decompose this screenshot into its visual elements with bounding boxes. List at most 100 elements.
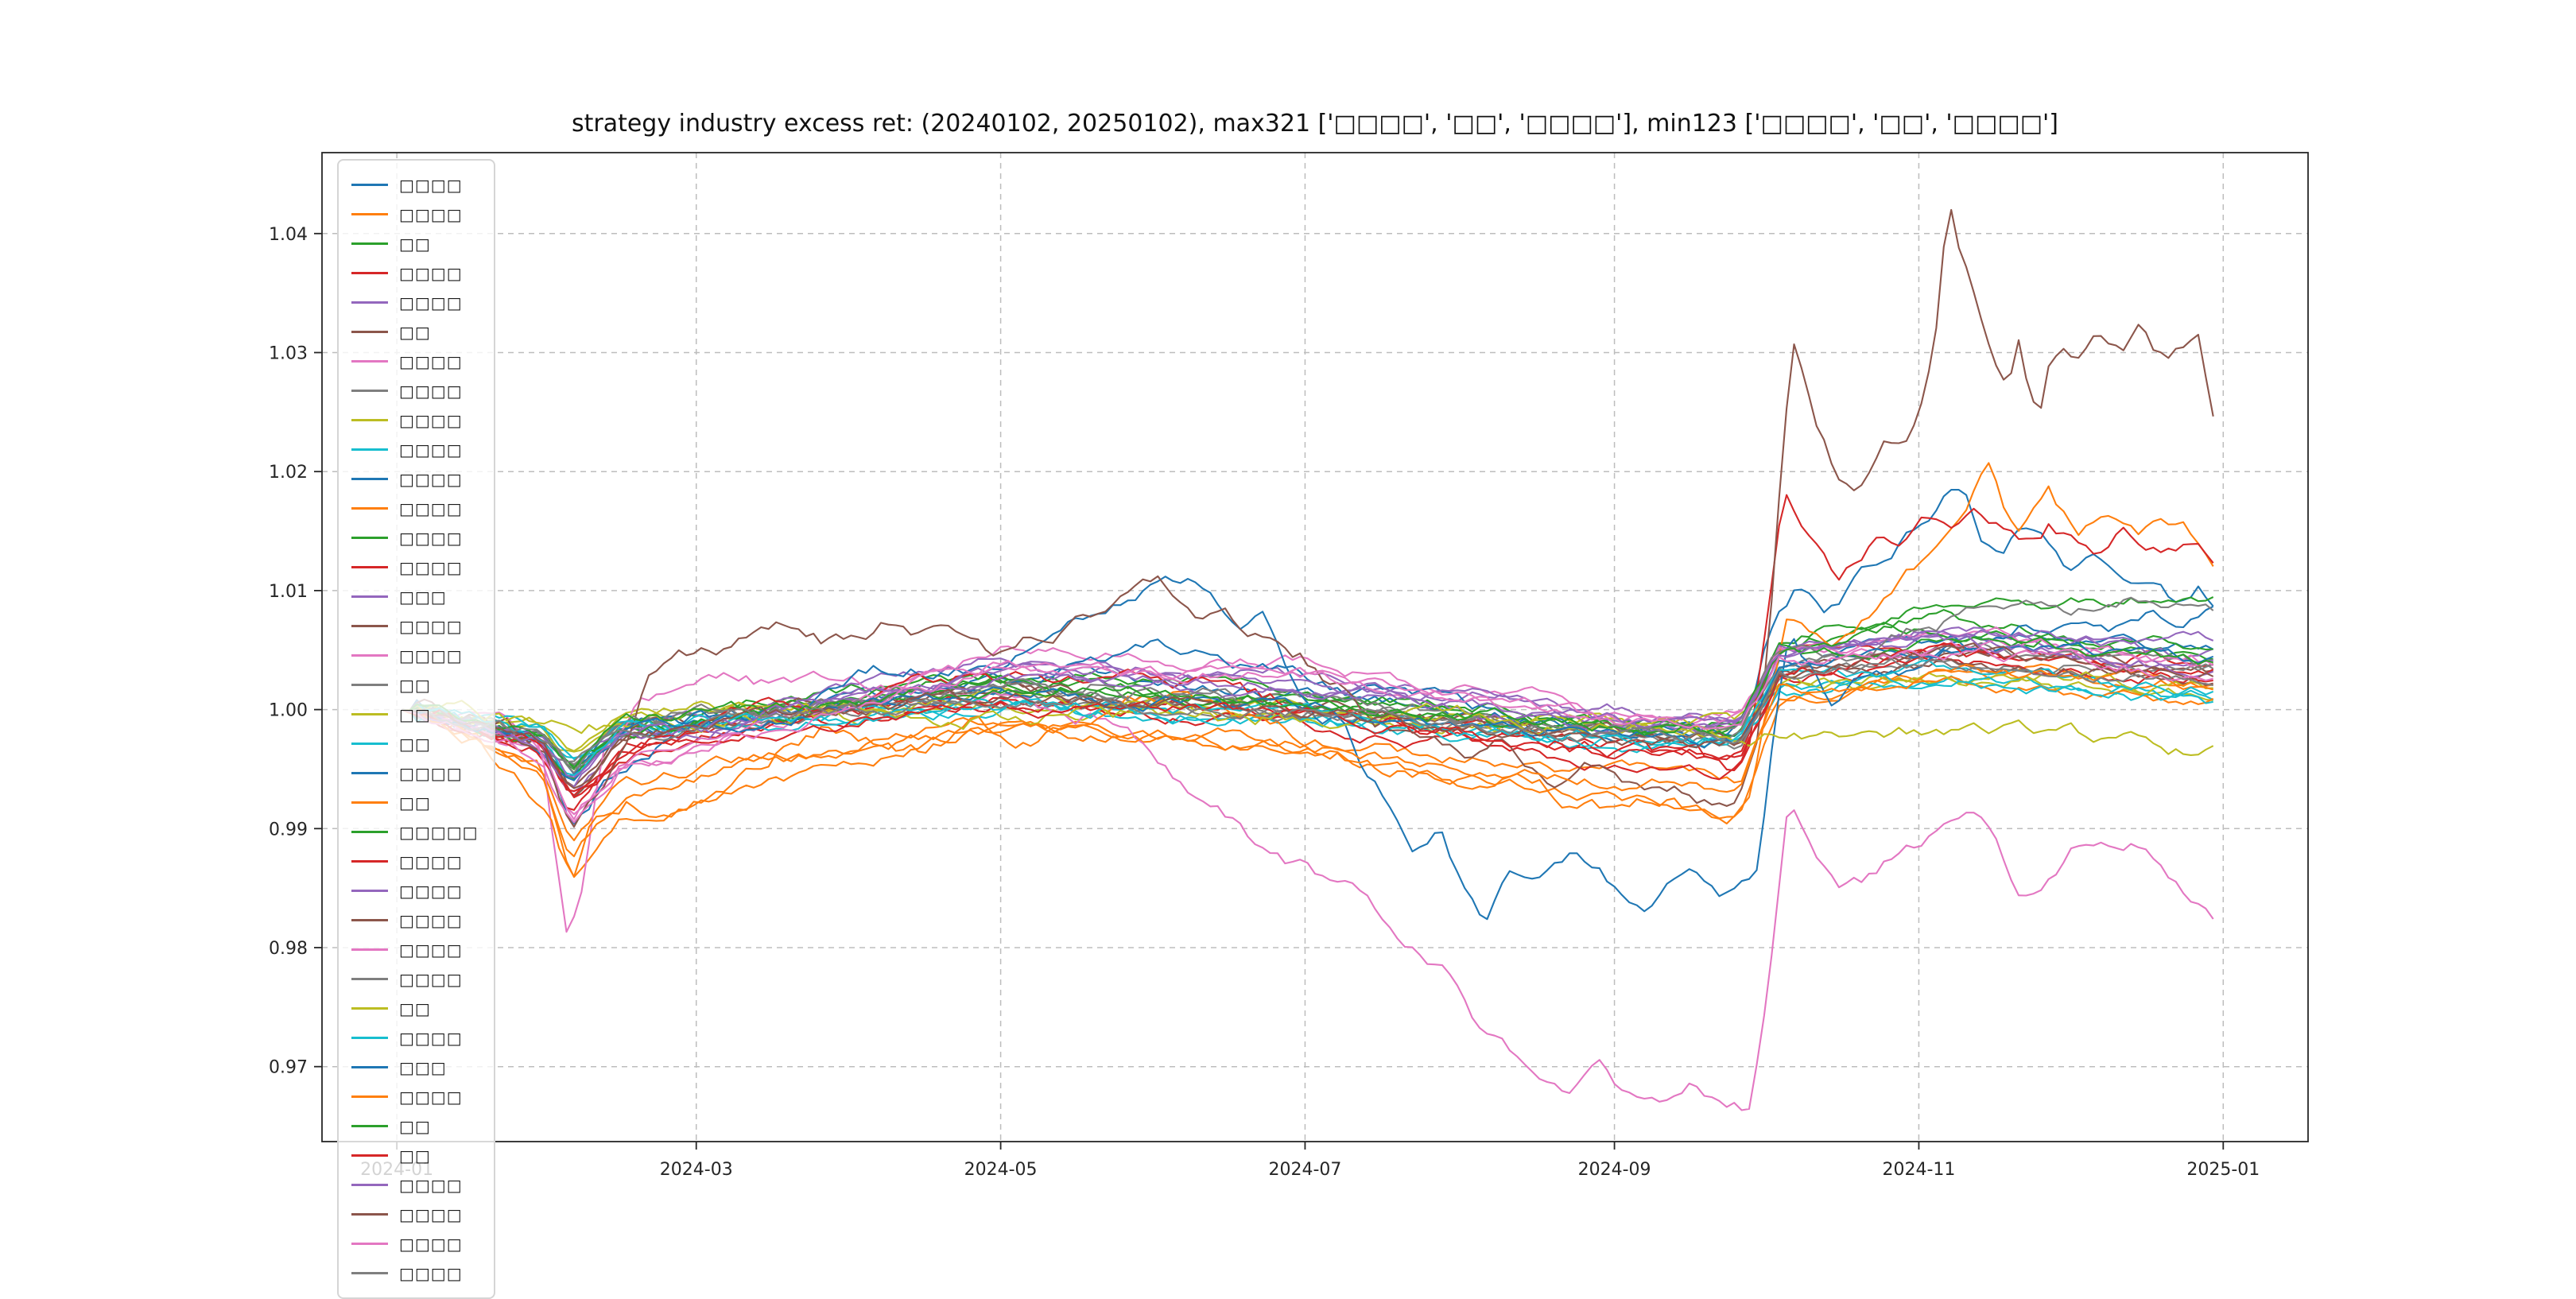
- legend-entry: □□□□: [351, 405, 478, 435]
- legend-line-swatch: [351, 537, 388, 539]
- legend-label: □□□□: [399, 1234, 463, 1254]
- legend-line-swatch: [351, 919, 388, 921]
- legend-entry: □□□□: [351, 347, 478, 376]
- legend-line-swatch: [351, 831, 388, 833]
- legend-entry: □□□□: [351, 964, 478, 994]
- legend-line-swatch: [351, 390, 388, 392]
- axis-ticks: 2024-012024-032024-052024-072024-092024-…: [269, 225, 2260, 1180]
- axes-spines: [321, 152, 2309, 1142]
- legend-entry: □□□□: [351, 523, 478, 553]
- legend-entry: □□: [351, 994, 478, 1023]
- legend-label: □□□□: [399, 263, 463, 283]
- legend-entry: □□□□: [351, 376, 478, 405]
- legend-entry: □□: [351, 317, 478, 347]
- legend-line-swatch: [351, 713, 388, 715]
- legend-label: □□□□: [399, 204, 463, 224]
- x-tick-label: 2024-09: [1578, 1160, 1651, 1180]
- legend-line-swatch: [351, 743, 388, 745]
- legend-label: □□□□: [399, 1263, 463, 1283]
- legend-entry: □□: [351, 700, 478, 729]
- legend-entry: □□□□: [351, 758, 478, 788]
- chart-line: [402, 675, 2214, 759]
- legend-label: □□: [399, 322, 431, 342]
- legend-label: □□: [399, 734, 431, 754]
- grid-lines: [322, 153, 2308, 1142]
- legend-label: □□□□: [399, 175, 463, 195]
- legend-entry: □□□□: [351, 935, 478, 964]
- legend-line-swatch: [351, 478, 388, 480]
- legend-line-swatch: [351, 1184, 388, 1186]
- chart-line: [402, 655, 2213, 811]
- chart-line: [402, 596, 2214, 766]
- legend-entry: □□□□: [351, 1258, 478, 1288]
- x-tick-label: 2024-03: [660, 1160, 733, 1180]
- legend-entry: □□□□: [351, 1170, 478, 1200]
- legend-label: □□: [399, 1146, 431, 1165]
- legend-label: □□□□□: [399, 822, 479, 842]
- legend-entry: □□: [351, 788, 478, 817]
- legend-entry: □□□□: [351, 258, 478, 288]
- legend-entry: □□□□: [351, 1082, 478, 1111]
- legend-entry: □□□□: [351, 435, 478, 464]
- legend-label: □□□□: [399, 646, 463, 665]
- legend-label: □□: [399, 675, 431, 695]
- legend-entry: □□: [351, 229, 478, 258]
- chart-line: [402, 626, 2213, 816]
- y-tick-label: 0.99: [269, 820, 308, 840]
- legend-label: □□: [399, 998, 431, 1018]
- legend-label: □□□□: [399, 293, 463, 312]
- legend-line-swatch: [351, 331, 388, 333]
- legend-entry: □□□□: [351, 641, 478, 670]
- chart-line: [402, 208, 2214, 828]
- legend-line-swatch: [351, 507, 388, 510]
- legend-line-swatch: [351, 1007, 388, 1010]
- legend-label: □□□□: [399, 910, 463, 930]
- legend-line-swatch: [351, 301, 388, 304]
- legend-label: □□□□: [399, 410, 463, 430]
- legend-line-swatch: [351, 890, 388, 892]
- legend-label: □□□□: [399, 940, 463, 960]
- legend-line-swatch: [351, 948, 388, 951]
- legend-line-swatch: [351, 566, 388, 568]
- legend-entry: □□□□: [351, 847, 478, 876]
- chart-line: [402, 633, 2214, 778]
- legend-entry: □□□□: [351, 170, 478, 200]
- legend-entry: □□□□□: [351, 817, 478, 847]
- legend-line-swatch: [351, 360, 388, 363]
- legend-line-swatch: [351, 1243, 388, 1245]
- legend-line-swatch: [351, 860, 388, 863]
- legend-entry: □□: [351, 1111, 478, 1141]
- legend-label: □□□□: [399, 351, 463, 371]
- legend-line-swatch: [351, 801, 388, 804]
- x-tick-label: 2024-11: [1882, 1160, 1955, 1180]
- chart-line: [402, 646, 2213, 824]
- legend-line-swatch: [351, 272, 388, 274]
- y-tick-label: 1.03: [269, 343, 308, 363]
- legend-label: □□□□: [399, 881, 463, 901]
- legend-line-swatch: [351, 595, 388, 598]
- legend-entry: □□□□: [351, 553, 478, 582]
- legend-line-swatch: [351, 1037, 388, 1039]
- y-tick-label: 1.01: [269, 582, 308, 602]
- legend-entry: □□□□: [351, 288, 478, 317]
- legend-line-swatch: [351, 1125, 388, 1127]
- chart-line: [402, 642, 2214, 793]
- legend-line-swatch: [351, 213, 388, 215]
- legend-label: □□□: [399, 587, 447, 607]
- legend-label: □□□□: [399, 498, 463, 518]
- series-lines: [401, 208, 2214, 1111]
- legend-label: □□□□: [399, 469, 463, 489]
- legend-label: □□□□: [399, 851, 463, 871]
- chart-line: [402, 663, 2213, 858]
- legend-label: □□□□: [399, 616, 463, 636]
- legend-line-swatch: [351, 1154, 388, 1157]
- chart-line: [402, 462, 2214, 878]
- legend-entry: □□□□: [351, 464, 478, 494]
- legend-line-swatch: [351, 1095, 388, 1098]
- legend-line-swatch: [351, 772, 388, 774]
- legend-entry: □□□□: [351, 611, 478, 641]
- legend-entry: □□: [351, 729, 478, 758]
- legend-label: □□□□: [399, 440, 463, 459]
- legend-line-swatch: [351, 625, 388, 627]
